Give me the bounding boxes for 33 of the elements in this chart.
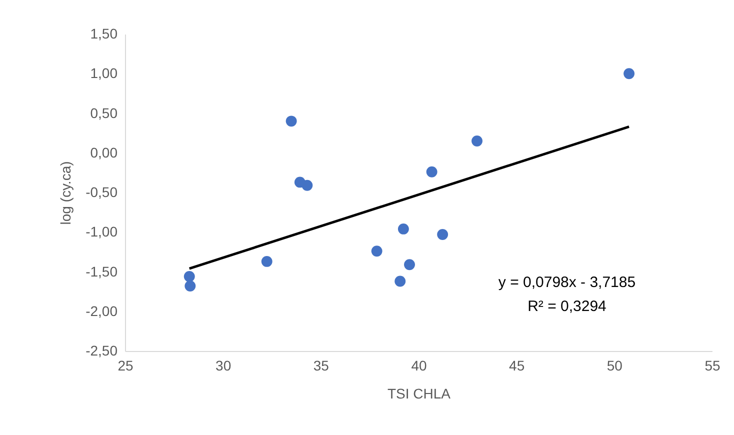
- point: [184, 280, 196, 292]
- y-tick-label: 1,50: [90, 26, 118, 42]
- y-tick-label: 0,00: [90, 144, 118, 160]
- x-axis-title: TSI CHLA: [387, 386, 452, 402]
- x-tick-label: 40: [411, 358, 427, 374]
- y-tick-label: 1,00: [90, 65, 118, 82]
- point: [184, 271, 195, 282]
- x-tick-label: 25: [118, 358, 134, 374]
- x-tick-label: 45: [509, 358, 525, 374]
- y-tick-label: -1,50: [86, 263, 118, 280]
- x-tick-label: 30: [216, 358, 232, 374]
- x-tick-label: 50: [606, 358, 623, 374]
- point: [371, 246, 382, 257]
- y-axis-title: log (cy.ca): [58, 161, 74, 225]
- annotation: y = 0,0798x - 3,7185: [498, 274, 636, 291]
- point: [398, 223, 409, 234]
- point: [286, 116, 297, 127]
- y-tick-label: 0,50: [90, 104, 118, 121]
- y-tick-label: -2,00: [86, 302, 118, 319]
- x-tick-label: 55: [704, 358, 720, 374]
- point: [624, 68, 635, 80]
- y-tick-label: -0,50: [86, 184, 118, 200]
- point: [426, 166, 438, 178]
- y-tick-label: -1,00: [86, 224, 118, 240]
- y-tick-label: -2,50: [86, 342, 118, 358]
- annotation: R² = 0,3294: [528, 298, 606, 315]
- point: [437, 229, 448, 240]
- point: [261, 256, 272, 267]
- point: [404, 259, 415, 270]
- point: [302, 180, 313, 191]
- x-tick-label: 35: [313, 358, 330, 374]
- point: [472, 136, 482, 146]
- point: [394, 276, 406, 287]
